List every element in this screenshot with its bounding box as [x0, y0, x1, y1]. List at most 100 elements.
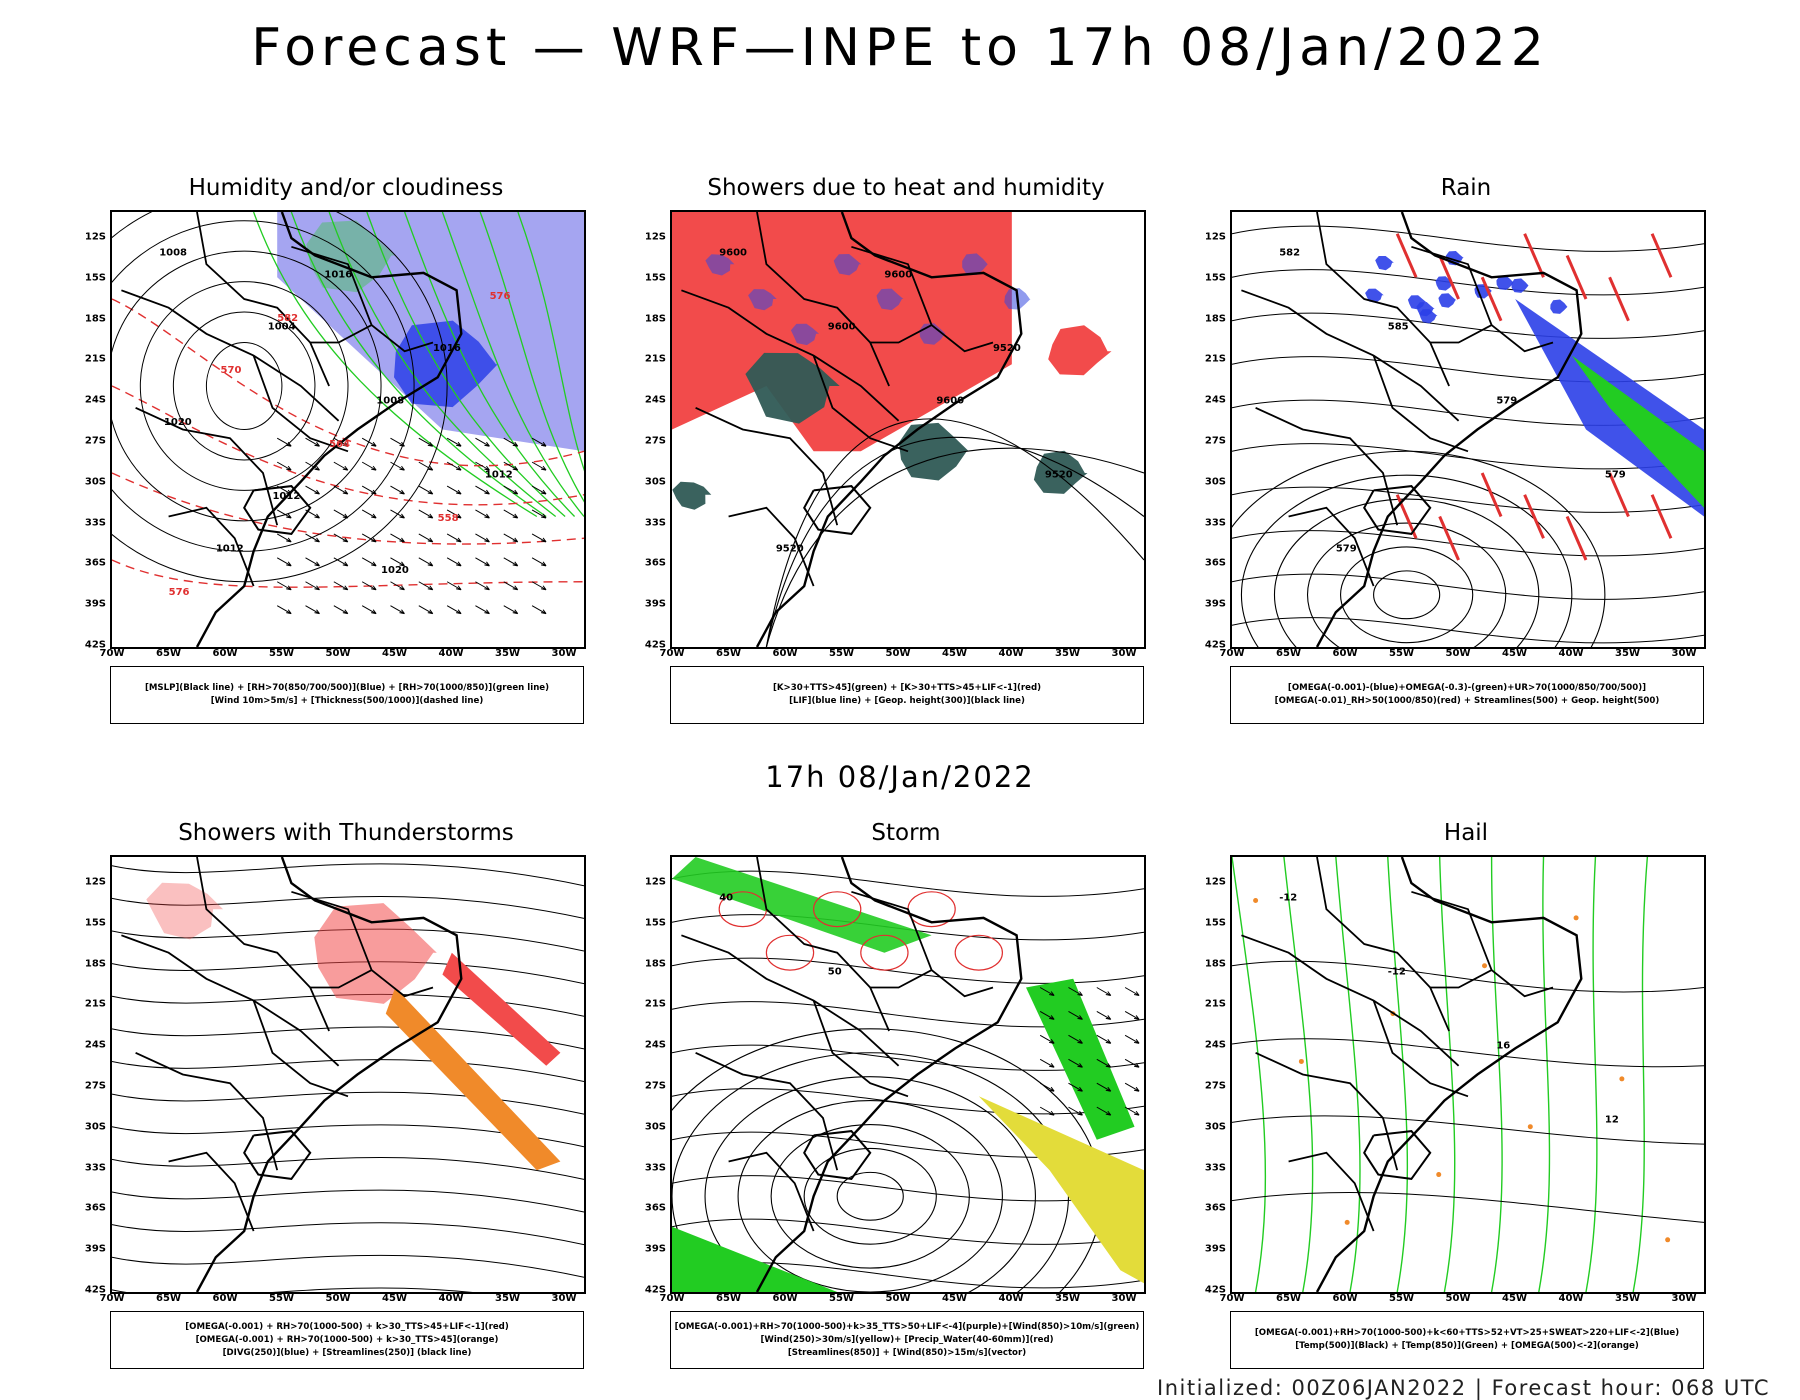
wind-vector — [390, 582, 404, 590]
wind-vector — [532, 534, 546, 542]
longitude-tick-label: 65W — [156, 1293, 181, 1304]
map-panel[interactable]: 40 50 — [670, 855, 1146, 1294]
wind-vector — [362, 510, 376, 518]
latitude-tick-label: 30S — [1205, 476, 1226, 487]
longitude-tick-label: 30W — [1112, 1293, 1137, 1304]
contour-label: 12 — [1605, 1114, 1619, 1125]
map-canvas: 9600960096009520952096009520 — [672, 212, 1144, 647]
longitude-tick-label: 70W — [1220, 1293, 1245, 1304]
contour-label: 1020 — [164, 417, 192, 428]
longitude-tick-label: 70W — [100, 648, 125, 659]
precip-water-contour — [772, 922, 810, 950]
latitude-tick-label: 36S — [1205, 558, 1226, 569]
latitude-axis: 12S 15S 18S 21S 24S 27S 30S 33S 36S 39S 42S — [1180, 210, 1230, 645]
contour-label: 9520 — [993, 343, 1021, 354]
map-panel[interactable]: -12 -12 16 12 — [1230, 855, 1706, 1294]
wind-vector — [334, 462, 348, 470]
temp-500-contour — [1232, 1192, 1704, 1222]
latitude-axis: 12S 15S 18S 21S 24S 27S 30S 33S 36S 39S 42S — [1180, 855, 1230, 1290]
panel-title: Showers with Thunderstorms — [66, 820, 626, 846]
latitude-tick-label: 12S — [85, 877, 106, 888]
streamline — [804, 1148, 936, 1244]
longitude-axis: 70W 65W 60W 55W 50W 45W 40W 35W 30W — [670, 648, 1142, 662]
wind-vector — [447, 606, 461, 614]
wind-vector — [362, 438, 376, 446]
longitude-axis: 70W 65W 60W 55W 50W 45W 40W 35W 30W — [110, 648, 582, 662]
longitude-tick-label: 50W — [1446, 648, 1471, 659]
longitude-tick-label: 65W — [156, 648, 181, 659]
longitude-tick-label: 60W — [213, 1293, 238, 1304]
longitude-tick-label: 55W — [269, 1293, 294, 1304]
contour-label: 1012 — [216, 543, 244, 554]
latitude-tick-label: 18S — [85, 958, 106, 969]
legend-line: [Wind 10m>5m/s] + [Thickness(500/1000)](… — [111, 695, 583, 708]
longitude-tick-label: 40W — [1559, 1293, 1584, 1304]
streamline — [112, 1190, 584, 1212]
wind-vector — [447, 534, 461, 542]
longitude-tick-label: 65W — [1276, 1293, 1301, 1304]
longitude-tick-label: 45W — [942, 648, 967, 659]
longitude-tick-label: 30W — [1672, 648, 1697, 659]
contour-label: 9600 — [884, 269, 912, 280]
longitude-tick-label: 35W — [1615, 1293, 1640, 1304]
streamline — [112, 1288, 584, 1292]
rain-area — [1440, 517, 1459, 561]
panel-title: Hail — [1186, 820, 1746, 846]
latitude-tick-label: 12S — [85, 232, 106, 243]
wind-vector — [475, 558, 489, 566]
longitude-tick-label: 50W — [326, 1293, 351, 1304]
precip-water-contour — [955, 935, 1002, 970]
longitude-tick-label: 55W — [829, 648, 854, 659]
map-panel[interactable]: 9600 9600 9600 9520 9520 9600 9520 — [670, 210, 1146, 649]
wind-vector — [504, 510, 518, 518]
latitude-tick-label: 33S — [85, 1162, 106, 1173]
latitude-axis: 12S 15S 18S 21S 24S 27S 30S 33S 36S 39S 42S — [60, 210, 110, 645]
footer-info: Initialized: 00Z06JAN2022 | Forecast hou… — [1157, 1376, 1770, 1400]
contour-label: 16 — [1496, 1040, 1510, 1051]
longitude-tick-label: 70W — [660, 1293, 685, 1304]
wind-vector — [390, 486, 404, 494]
latitude-tick-label: 30S — [645, 476, 666, 487]
latitude-tick-label: 12S — [645, 232, 666, 243]
map-panel[interactable]: 1008 1004 1008 1012 1012 1016 1016 1020 1012 1020… — [110, 210, 586, 649]
wind-vector — [1040, 1083, 1054, 1091]
streamline — [1232, 357, 1704, 382]
map-panel[interactable] — [110, 855, 586, 1294]
map-canvas: -12-121612 — [1232, 857, 1704, 1292]
longitude-tick-label: 65W — [716, 1293, 741, 1304]
legend-line: [OMEGA(-0.001) + RH>70(1000-500) + k>30_… — [111, 1334, 583, 1347]
wind-vector — [362, 462, 376, 470]
wind-850-area — [672, 1227, 837, 1292]
longitude-tick-label: 45W — [382, 1293, 407, 1304]
wind-vector — [1125, 1011, 1139, 1019]
wind-vector — [447, 558, 461, 566]
geop-height-contour — [766, 437, 1144, 647]
map-panel[interactable]: 582 585 579 579 579 — [1230, 210, 1706, 649]
contour-label: 9600 — [828, 321, 856, 332]
contour-label: 1016 — [324, 269, 352, 280]
omega-500-dot — [1436, 1172, 1441, 1177]
longitude-tick-label: 40W — [999, 648, 1024, 659]
longitude-axis: 70W 65W 60W 55W 50W 45W 40W 35W 30W — [1230, 648, 1702, 662]
wind-vector — [390, 606, 404, 614]
panel-legend: [K>30+TTS>45](green) + [K>30+TTS>45+LIF<… — [670, 666, 1144, 724]
latitude-tick-label: 33S — [645, 1162, 666, 1173]
streamline — [1232, 226, 1704, 251]
wind-vector — [532, 582, 546, 590]
contour-label: 1012 — [485, 469, 513, 480]
contour-label: 1020 — [381, 565, 409, 576]
latitude-tick-label: 30S — [85, 476, 106, 487]
omega-500-dot — [1528, 1124, 1533, 1129]
latitude-tick-label: 15S — [645, 917, 666, 928]
omega-area — [1438, 293, 1456, 307]
wind-vector — [1068, 1107, 1082, 1115]
latitude-tick-label: 33S — [1205, 1162, 1226, 1173]
legend-line: [OMEGA(-0.001) + RH>70(1000-500) + k>30_… — [111, 1321, 583, 1334]
wind-850-area — [1026, 979, 1135, 1140]
latitude-tick-label: 27S — [1205, 436, 1226, 447]
panel-title: Rain — [1186, 175, 1746, 201]
streamline — [1232, 618, 1704, 643]
latitude-tick-label: 27S — [85, 1081, 106, 1092]
contour-label: 582 — [277, 313, 298, 324]
contour-label: 576 — [169, 587, 190, 598]
